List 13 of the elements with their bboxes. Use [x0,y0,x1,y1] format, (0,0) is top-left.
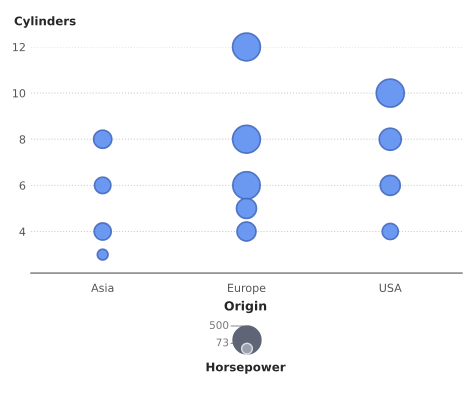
y-tick-label: 10 [13,89,26,98]
y-tick-label: 4 [19,228,26,236]
legend-label: 500 [210,321,228,330]
y-tick-label: 8 [20,135,26,144]
y-tick-label: 12 [13,42,25,52]
x-axis-title: Origin [224,300,266,314]
y-tick-label: 6 [20,181,26,190]
legend-title: Horsepower [206,362,286,374]
x-tick-label: Europe [228,284,266,294]
x-tick-label: Asia [91,283,114,292]
legend-label: 73 [216,338,228,346]
y-axis-title: Cylinders [14,16,76,28]
x-tick-label: USA [380,284,402,292]
